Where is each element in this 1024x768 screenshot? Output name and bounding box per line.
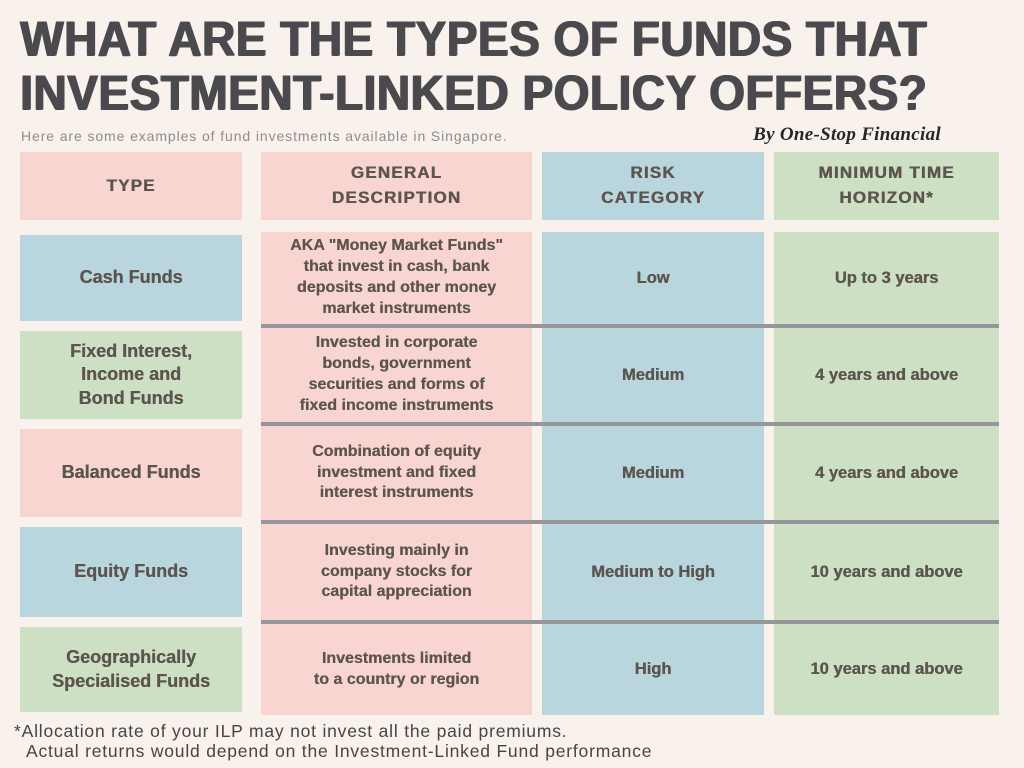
type-cell: Geographically Specialised Funds [20,627,242,712]
description-cell: Invested in corporate bonds, government … [261,328,532,422]
row-separator [20,520,999,524]
risk-cell: Medium [542,426,764,520]
separator-line [261,520,999,524]
footnote-line-2: Actual returns would depend on the Inves… [26,741,653,761]
row-separator [20,422,999,426]
type-cell: Fixed Interest, Income and Bond Funds [20,331,242,419]
page-subtitle: Here are some examples of fund investmen… [21,128,508,144]
table-row-balanced-funds: Balanced Funds Combination of equity inv… [20,426,999,520]
separator-line [261,324,999,328]
type-cell: Balanced Funds [20,429,242,517]
author-byline: By One-Stop Financial [753,124,941,145]
description-cell: Investments limited to a country or regi… [261,624,532,715]
type-cell: Equity Funds [20,527,242,617]
table-row-geographically-specialised-funds: Geographically Specialised Funds Investm… [20,624,999,715]
row-separator [20,620,999,624]
risk-cell: Medium to High [542,524,764,620]
description-cell: Investing mainly in company stocks for c… [261,524,532,620]
horizon-cell: 4 years and above [774,328,999,422]
risk-cell: Low [542,232,764,324]
header-description: GENERAL DESCRIPTION [261,152,532,220]
horizon-cell: 10 years and above [774,524,999,620]
description-cell: Combination of equity investment and fix… [261,426,532,520]
separator-line [261,620,999,624]
separator-line [261,422,999,426]
table-row-cash-funds: Cash Funds AKA "Money Market Funds" that… [20,232,999,324]
header-type: TYPE [20,152,242,220]
type-cell: Cash Funds [20,235,242,321]
risk-cell: Medium [542,328,764,422]
table-row-fixed-interest-funds: Fixed Interest, Income and Bond Funds In… [20,328,999,422]
page-title: WHAT ARE THE TYPES OF FUNDS THAT INVESTM… [20,10,928,120]
horizon-cell: Up to 3 years [774,232,999,324]
table-header-row: TYPE GENERAL DESCRIPTION RISK CATEGORY M… [20,152,999,220]
risk-cell: High [542,624,764,715]
funds-table: TYPE GENERAL DESCRIPTION RISK CATEGORY M… [20,152,999,715]
row-separator [20,324,999,328]
header-risk: RISK CATEGORY [542,152,764,220]
horizon-cell: 4 years and above [774,426,999,520]
description-cell: AKA "Money Market Funds" that invest in … [261,232,532,324]
footnote-line-1: *Allocation rate of your ILP may not inv… [14,721,568,741]
horizon-cell: 10 years and above [774,624,999,715]
header-horizon: MINIMUM TIME HORIZON* [774,152,999,220]
table-row-equity-funds: Equity Funds Investing mainly in company… [20,524,999,620]
